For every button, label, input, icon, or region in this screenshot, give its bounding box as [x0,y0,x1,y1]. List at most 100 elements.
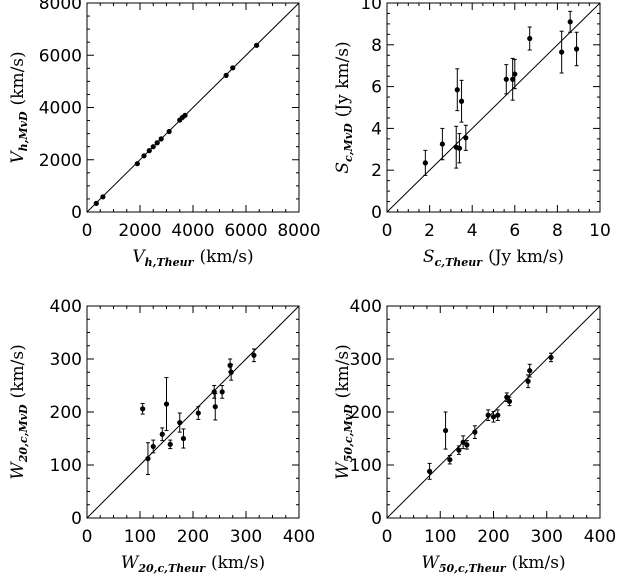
data-point [182,112,188,118]
one-to-one-line [86,2,300,213]
one-to-one-line [386,2,601,213]
data-point [195,410,201,416]
data-point [567,19,573,25]
x-tick-label: 8000 [277,221,320,241]
data-point [490,414,497,420]
data-point [150,443,156,450]
data-point [485,412,491,418]
data-point [460,439,466,445]
data-point [166,128,172,135]
data-point [154,140,160,146]
y-tick-label: 6000 [39,46,82,66]
y-axis-label: Vh,MvD(km/s) [8,51,30,163]
y-tick-label: 8 [371,36,382,56]
x-tick-label: 6 [509,221,520,241]
y-tick-label: 0 [371,203,382,223]
data-point [251,352,257,358]
data-point [180,435,187,442]
x-tick-label: 400 [283,527,315,547]
data-point [134,161,140,167]
y-axis-label: W50,c,MvD(km/s) [333,344,355,479]
y-tick-label: 8000 [39,0,82,14]
x-axis-label: Sc,Theur (Jy km/s) [423,247,564,269]
data-point [146,148,152,154]
data-point [472,429,478,435]
data-point [456,145,463,151]
x-tick-label: 400 [584,527,616,547]
data-point [527,368,533,374]
x-tick-label: 0 [82,221,93,241]
y-tick-label: 4 [371,119,382,139]
data-point [454,87,460,93]
data-point [512,71,518,77]
data-point [93,200,99,206]
x-tick-label: 2 [424,221,435,241]
data-point [140,406,146,412]
data-point [447,457,453,463]
x-tick-label: 100 [424,527,456,547]
data-point [230,65,236,71]
data-point [458,98,465,104]
y-tick-label: 200 [50,403,82,423]
data-point [150,144,156,150]
y-tick-label: 300 [50,350,82,370]
y-tick-label: 200 [350,403,382,423]
data-point [548,354,554,361]
data-point [504,394,510,400]
data-point [439,141,445,147]
x-tick-label: 6000 [224,221,267,241]
y-tick-label: 4000 [39,99,82,119]
panel-3: 0 100 200 300 400 0 100 200 300 400 W20,c,Theur (km… [8,297,315,575]
data-point [559,49,565,55]
data-point [100,194,106,200]
x-tick-label: 200 [477,527,509,547]
panel-4: 0 100 200 300 400 0 100 200 300 400 W50,c,Theur (km… [333,297,616,575]
data-point [573,46,580,52]
x-tick-label: 0 [382,527,393,547]
x-tick-label: 8 [552,221,563,241]
x-axis-label: Vh,Theur (km/s) [132,247,253,269]
data-point [427,468,433,474]
data-point [223,72,229,78]
x-tick-label: 0 [382,221,393,241]
x-tick-label: 0 [82,527,93,547]
y-tick-label: 6 [371,78,382,98]
x-tick-label: 10 [589,221,611,241]
y-tick-label: 400 [50,297,82,317]
y-tick-label: 2000 [39,151,82,171]
one-to-one-line [86,305,300,519]
data-point [227,362,233,368]
x-tick-label: 300 [230,527,262,547]
data-point [158,136,164,142]
y-axis-label: Sc,MvD(Jy km/s) [333,41,355,173]
y-tick-label: 100 [50,456,82,476]
data-point [422,160,428,166]
data-point [495,412,501,418]
y-tick-label: 300 [350,350,382,370]
y-axis-label: W20,c,MvD(km/s) [8,344,30,479]
data-point [442,427,449,434]
y-tick-label: 2 [371,161,382,181]
data-point [219,389,225,395]
data-point [464,442,470,448]
y-tick-label: 0 [71,509,82,529]
panel-1: 0 2000 4000 6000 8000 0 2000 4000 6000 8000 Vh,The… [8,0,321,269]
x-tick-label: 2000 [118,221,161,241]
data-point [145,456,151,462]
data-point [525,378,531,384]
data-point [456,447,462,453]
data-point [167,441,173,447]
x-tick-label: 4 [467,221,478,241]
data-point [510,76,516,82]
data-point [141,153,147,159]
data-point [212,404,218,410]
y-tick-label: 0 [71,203,82,223]
data-point [177,420,183,426]
data-point [463,135,469,141]
data-point [159,431,165,437]
x-axis-label: W50,c,Theur (km/s) [421,553,565,575]
data-point [163,401,170,407]
x-tick-label: 4000 [171,221,214,241]
data-point [228,369,234,375]
